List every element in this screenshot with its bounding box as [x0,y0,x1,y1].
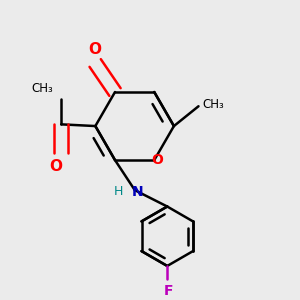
Text: O: O [89,42,102,57]
Text: O: O [50,158,63,173]
Text: CH₃: CH₃ [31,82,53,95]
Text: F: F [164,284,174,298]
Text: CH₃: CH₃ [202,98,224,111]
Text: N: N [131,185,143,199]
Text: O: O [151,153,163,167]
Text: H: H [113,185,123,198]
